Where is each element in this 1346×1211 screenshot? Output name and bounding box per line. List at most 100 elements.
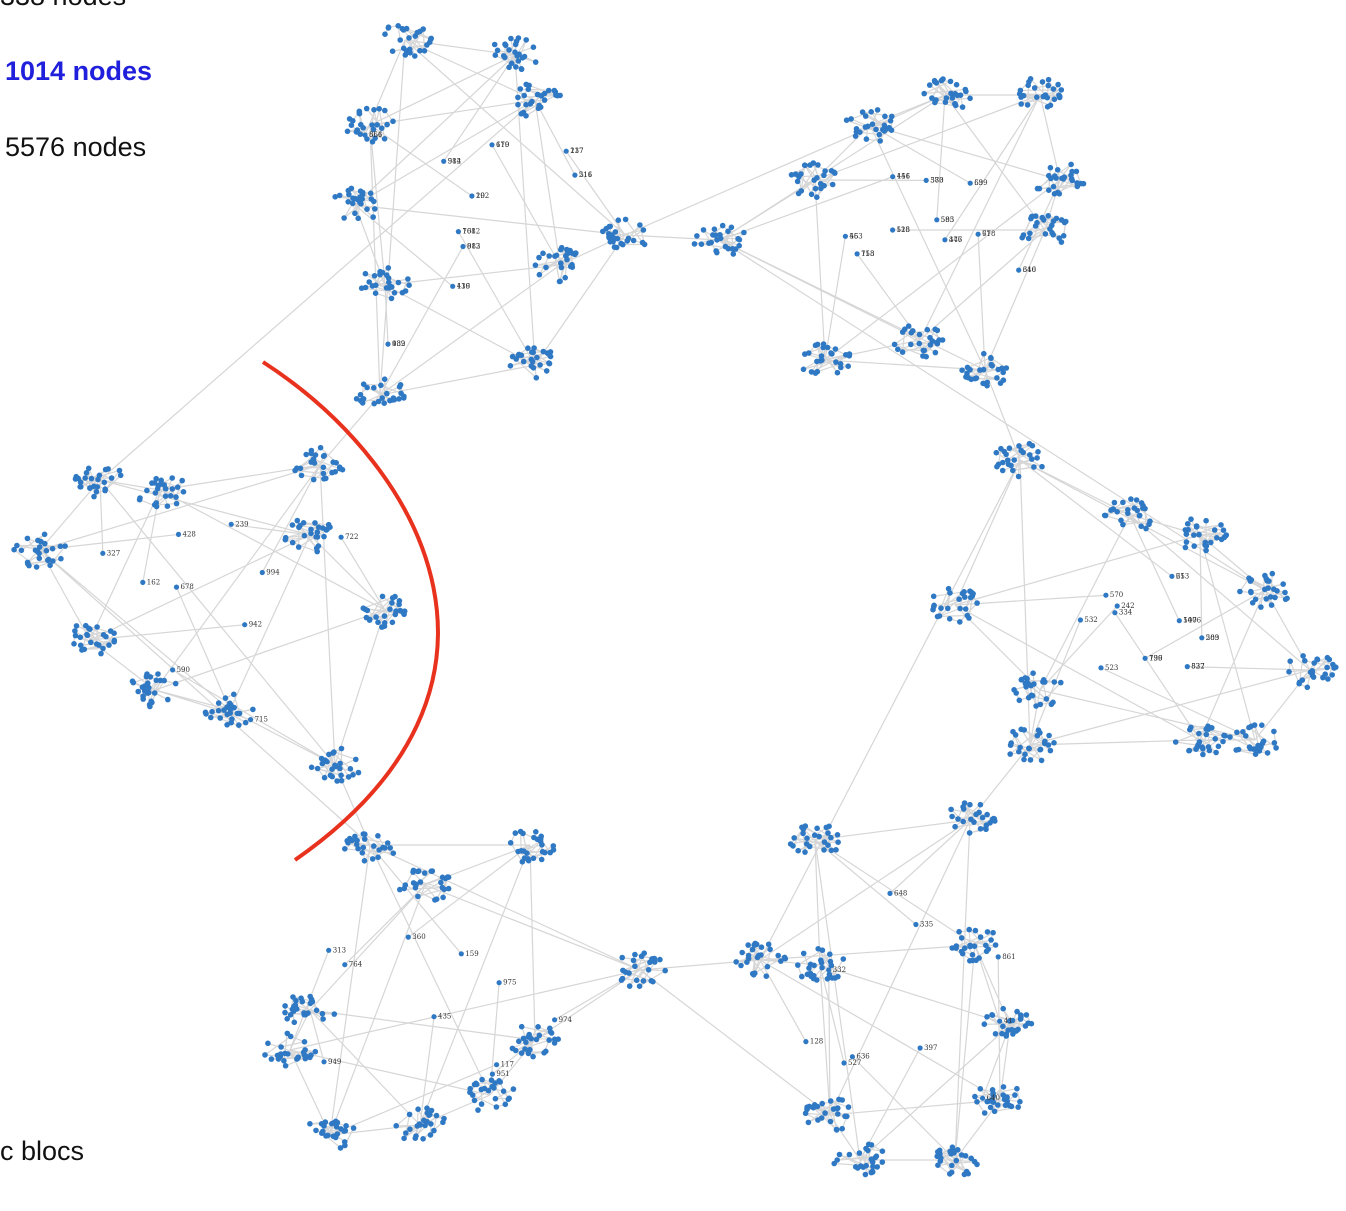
node — [259, 569, 265, 576]
node — [136, 496, 143, 503]
node — [338, 1126, 344, 1132]
node — [1027, 452, 1033, 458]
edge — [300, 447, 322, 469]
node — [354, 127, 361, 133]
edge — [801, 826, 825, 851]
node — [334, 778, 340, 784]
node — [1134, 507, 1140, 514]
node — [1271, 728, 1277, 735]
edge — [39, 549, 231, 711]
node-label: 360 — [412, 933, 425, 941]
node — [1046, 187, 1052, 193]
node-label: 456 — [897, 173, 911, 181]
node-label: 334 — [1119, 609, 1133, 617]
node — [329, 469, 335, 476]
edge — [851, 1056, 956, 1161]
node — [990, 815, 997, 822]
node — [827, 1098, 834, 1104]
node — [1138, 523, 1144, 530]
node — [1272, 594, 1278, 601]
node — [694, 233, 700, 239]
node-label: 583 — [941, 216, 954, 224]
edge — [802, 833, 806, 853]
edge — [794, 837, 829, 846]
node — [822, 1110, 828, 1116]
node — [949, 95, 956, 101]
node — [140, 579, 146, 586]
node — [513, 38, 520, 45]
node — [795, 962, 801, 968]
node — [533, 829, 539, 835]
edge — [950, 808, 964, 822]
edge — [1120, 519, 1150, 525]
node-label: 595 — [941, 216, 954, 224]
node — [795, 847, 801, 854]
node — [1051, 96, 1058, 103]
node-label: 514 — [448, 157, 462, 165]
node — [350, 195, 356, 201]
node — [804, 835, 810, 841]
node — [397, 37, 404, 43]
node — [648, 978, 654, 984]
node — [523, 101, 529, 108]
edge — [814, 839, 821, 966]
node — [995, 461, 1002, 468]
node — [301, 532, 308, 539]
node — [139, 684, 146, 690]
edge — [933, 598, 960, 608]
node — [1023, 684, 1029, 690]
node — [151, 690, 158, 696]
node — [412, 53, 418, 59]
node — [494, 47, 501, 54]
edge — [364, 838, 388, 844]
node — [290, 994, 296, 1000]
node — [359, 196, 366, 202]
node — [833, 359, 839, 365]
node — [625, 235, 632, 242]
node — [960, 818, 966, 825]
node — [424, 1105, 430, 1111]
node — [546, 360, 553, 367]
node — [478, 1101, 485, 1107]
edge — [1199, 589, 1266, 741]
node — [1103, 592, 1109, 598]
node — [963, 88, 969, 95]
node — [33, 564, 40, 570]
node — [224, 711, 230, 718]
node — [371, 843, 377, 849]
node-label: 989 — [392, 340, 405, 348]
node — [1142, 655, 1148, 661]
node — [972, 927, 979, 934]
node-label: 476 — [949, 236, 963, 244]
node — [402, 288, 409, 294]
node — [512, 830, 519, 836]
legend-item-selected[interactable]: 1014 nodes — [5, 56, 152, 86]
node — [390, 850, 397, 856]
edge — [759, 944, 976, 961]
edge — [959, 602, 978, 623]
node — [303, 451, 310, 458]
node — [1039, 214, 1046, 221]
node — [342, 1127, 349, 1134]
node — [321, 774, 328, 781]
node — [308, 450, 315, 457]
node — [765, 941, 772, 948]
node-label: 347 — [949, 236, 962, 244]
node — [968, 816, 974, 823]
node — [533, 1036, 540, 1043]
node — [792, 171, 799, 177]
node — [369, 122, 375, 128]
node — [611, 235, 617, 241]
node — [347, 766, 354, 772]
node — [396, 601, 402, 608]
node — [888, 127, 895, 133]
node — [151, 502, 158, 508]
node — [108, 475, 115, 481]
node — [802, 849, 808, 855]
node — [222, 695, 229, 701]
node — [375, 398, 382, 405]
node — [361, 858, 368, 864]
node — [401, 1135, 407, 1142]
edge — [420, 881, 443, 889]
node — [1215, 743, 1222, 750]
